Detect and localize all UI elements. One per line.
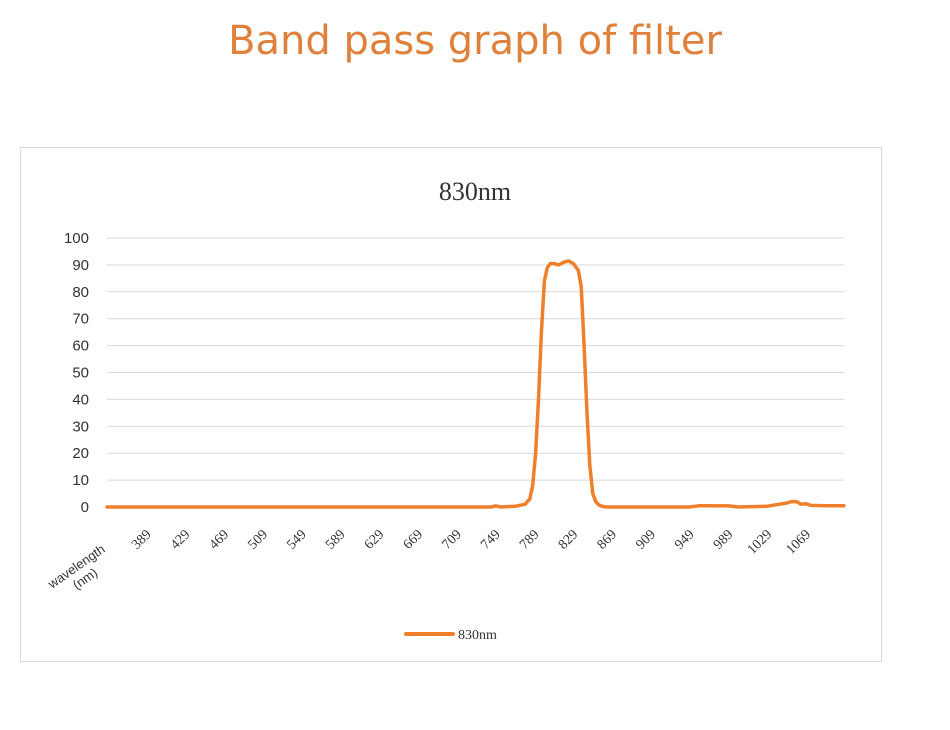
legend-label: 830nm <box>458 628 497 643</box>
x-tick-label: 429 <box>168 527 193 552</box>
y-tick-label: 40 <box>72 391 89 408</box>
grid-lines <box>107 237 844 481</box>
x-axis-label: wavelength(nm) <box>44 541 116 604</box>
y-tick-label: 70 <box>72 311 89 328</box>
x-tick-label: 1069 <box>784 527 814 557</box>
x-tick-label: 549 <box>284 527 309 552</box>
page-title: Band pass graph of filter <box>228 18 722 64</box>
x-tick-label: 789 <box>517 527 542 552</box>
y-tick-label: 0 <box>81 499 89 516</box>
y-tick-label: 10 <box>72 472 89 489</box>
x-tick-label: 1029 <box>745 527 775 557</box>
x-tick-label: 589 <box>323 527 348 552</box>
x-tick-label: 989 <box>711 527 736 552</box>
y-tick-label: 80 <box>72 284 89 301</box>
chart-title: 830nm <box>439 177 511 206</box>
x-tick-label: 949 <box>672 527 697 552</box>
chart-frame: 830nm 0 10 20 30 40 50 60 70 80 90 100 389 429 469 50… <box>20 147 882 662</box>
x-tick-label: 509 <box>246 527 271 552</box>
y-tick-label: 20 <box>72 445 89 462</box>
x-tick-label: 829 <box>556 527 581 552</box>
x-tick-label: 709 <box>439 527 464 552</box>
y-tick-label: 100 <box>64 230 89 247</box>
y-tick-label: 50 <box>72 365 89 382</box>
x-tick-label: 909 <box>633 527 658 552</box>
y-tick-label: 60 <box>72 338 89 355</box>
legend: 830nm <box>404 628 497 643</box>
band-pass-chart: 830nm 0 10 20 30 40 50 60 70 80 90 100 389 429 469 50… <box>44 177 846 643</box>
x-tick-label: 629 <box>362 527 387 552</box>
y-tick-labels: 0 10 20 30 40 50 60 70 80 90 100 <box>64 230 89 516</box>
x-tick-label: 469 <box>207 527 232 552</box>
y-tick-label: 30 <box>72 418 89 435</box>
x-tick-label: 869 <box>595 527 620 552</box>
y-tick-label: 90 <box>72 257 89 274</box>
x-tick-labels: 389 429 469 509 549 589 629 669 709 749 789 829 869 9… <box>129 527 814 557</box>
x-tick-label: 669 <box>401 527 426 552</box>
series-line <box>105 259 846 509</box>
x-tick-label: 749 <box>478 527 503 552</box>
series-layer <box>105 259 846 509</box>
x-tick-label: 389 <box>129 527 154 552</box>
